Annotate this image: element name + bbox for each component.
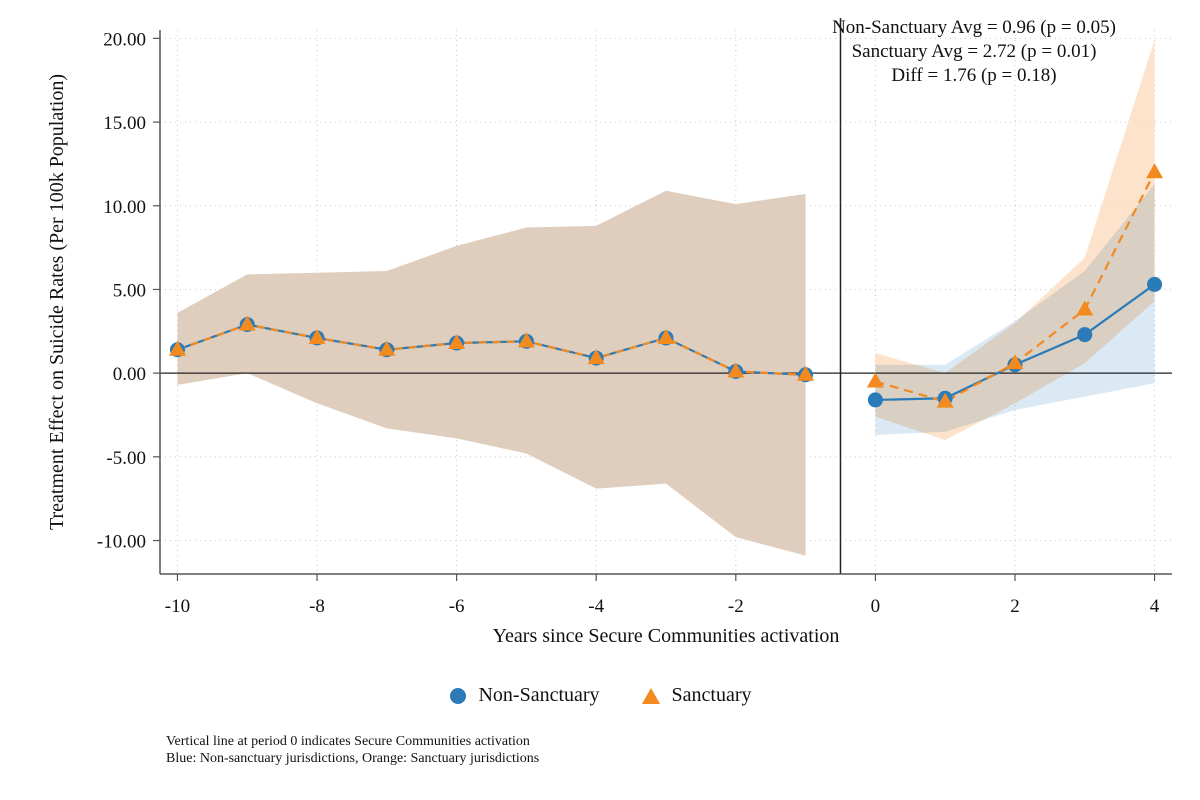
triangle-marker-icon [641,687,660,704]
legend-label-sanctuary: Sanctuary [671,684,752,706]
annotation-diff: Diff = 1.76 (p = 0.18) [891,65,1057,86]
annotation-nonsanctuary-avg: Non-Sanctuary Avg = 0.96 (p = 0.05) [832,17,1116,38]
legend-item-sanctuary: Sanctuary [640,684,752,707]
y-tick-label-4: 10.00 [103,197,146,218]
point-sanctuary-pre-0 [168,340,186,356]
point-sanctuary-pre-7 [657,328,675,344]
y-tick-label-6: 20.00 [103,29,146,50]
point-nonsanctuary-post-0 [867,392,883,408]
point-sanctuary-post-3 [1076,300,1094,316]
x-tick-label-5: 0 [871,596,881,617]
y-tick-label-3: 5.00 [113,280,146,301]
y-tick-label-0: -10.00 [97,532,146,553]
point-sanctuary-pre-3 [378,340,396,356]
x-tick-label-4: -2 [728,596,744,617]
point-sanctuary-post-1 [936,392,954,408]
x-tick-label-0: -10 [165,596,190,617]
point-sanctuary-post-0 [866,372,884,388]
circle-marker-icon [450,687,467,704]
point-nonsanctuary-post-3 [1077,327,1093,343]
y-tick-label-5: 15.00 [103,113,146,134]
point-sanctuary-pre-5 [517,332,535,348]
x-tick-label-7: 4 [1150,596,1160,617]
point-sanctuary-pre-8 [727,362,745,378]
legend: Non-Sanctuary Sanctuary [0,684,1200,707]
legend-label-nonsanctuary: Non-Sanctuary [478,684,600,706]
point-sanctuary-post-2 [1006,354,1024,370]
x-tick-label-6: 2 [1010,596,1020,617]
x-tick-label-3: -4 [588,596,604,617]
ci-band-nonsanctuary-post [875,183,1155,436]
figure-notes: Vertical line at period 0 indicates Secu… [166,733,539,767]
y-axis-label: Treatment Effect on Suicide Rates (Per 1… [46,74,68,530]
series-line-sanctuary-pre [177,323,806,376]
point-sanctuary-pre-6 [587,349,605,365]
point-sanctuary-post-4 [1146,163,1164,179]
annotation-sanctuary-avg: Sanctuary Avg = 2.72 (p = 0.01) [851,41,1097,62]
note-line-1: Vertical line at period 0 indicates Secu… [166,734,530,749]
point-sanctuary-pre-9 [797,365,815,381]
y-tick-label-2: 0.00 [113,364,146,385]
point-nonsanctuary-post-4 [1147,276,1163,292]
point-sanctuary-pre-1 [238,315,256,331]
legend-item-nonsanctuary: Non-Sanctuary [448,684,600,707]
y-tick-label-1: -5.00 [106,448,146,469]
x-tick-label-2: -6 [449,596,465,617]
x-tick-label-1: -8 [309,596,325,617]
note-line-2: Blue: Non-sanctuary jurisdictions, Orang… [166,751,540,766]
annotation-box: Non-Sanctuary Avg = 0.96 (p = 0.05) Sanc… [804,16,1144,88]
point-sanctuary-pre-2 [308,328,326,344]
x-axis-label: Years since Secure Communities activatio… [493,625,840,647]
point-sanctuary-pre-4 [448,334,466,350]
